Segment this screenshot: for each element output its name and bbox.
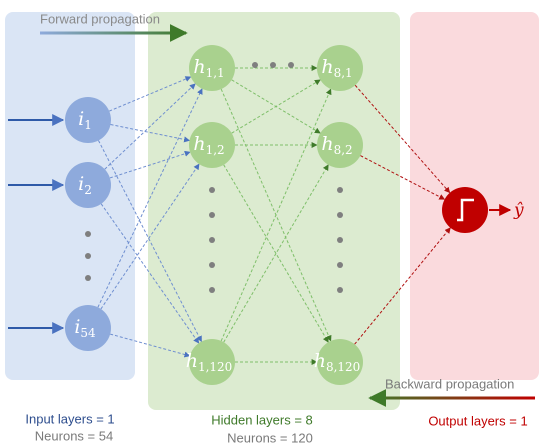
ellipsis-dot (85, 231, 91, 237)
node-base: h (314, 350, 326, 372)
node-sub: 1,2 (206, 143, 225, 157)
output-caption: Output layers = 1 (428, 413, 527, 428)
ellipsis-dot (337, 187, 343, 193)
node-sub: 1,120 (198, 360, 232, 374)
input-link (100, 203, 200, 344)
input-neurons: Neurons = 54 (35, 428, 113, 443)
ellipsis-dot (288, 62, 294, 68)
ellipsis-dot (270, 62, 276, 68)
node (189, 122, 235, 168)
ellipsis-dot (337, 212, 343, 218)
ellipsis-dot (209, 262, 215, 268)
node (317, 339, 363, 385)
node-base: h (193, 133, 205, 155)
input-link (109, 150, 191, 179)
ellipsis-dot (252, 62, 258, 68)
ellipsis-dot (337, 262, 343, 268)
node-sub: 8,120 (326, 360, 360, 374)
node-label: h8,120 (314, 350, 361, 374)
ellipsis-dot (337, 287, 343, 293)
backward-label: Backward propagation (385, 376, 514, 391)
node-sub: 54 (80, 326, 96, 340)
output-link (354, 227, 451, 345)
ellipsis-dot (209, 212, 215, 218)
ellipsis-dot (209, 187, 215, 193)
ellipsis-dot (85, 275, 91, 281)
node-base: h (321, 133, 333, 155)
hidden-caption: Hidden layers = 8 (211, 412, 313, 427)
hidden-link (231, 79, 321, 134)
input-link (98, 140, 202, 343)
forward-label: Forward propagation (40, 11, 160, 26)
node-label: i54 (74, 316, 96, 340)
node-sub: 2 (84, 183, 92, 197)
ellipsis-dot (337, 237, 343, 243)
node (65, 162, 111, 208)
node-base: h (186, 350, 198, 372)
input-link (97, 88, 203, 308)
node (189, 339, 235, 385)
node-label: i2 (78, 173, 92, 197)
node-sub: 1 (84, 118, 92, 132)
node-base: i (74, 316, 80, 338)
ellipsis-dot (85, 253, 91, 259)
input-caption: Input layers = 1 (25, 411, 114, 426)
node-label: i1 (78, 108, 92, 132)
node-label: h1,1 (193, 56, 224, 80)
node (189, 45, 235, 91)
ellipsis-dot (209, 237, 215, 243)
input-link (110, 124, 191, 143)
hidden-link (223, 164, 329, 343)
input-link (100, 163, 200, 310)
output-link (354, 84, 451, 194)
node-base: h (321, 56, 333, 78)
input-link (104, 83, 196, 170)
node-base: h (193, 56, 205, 78)
node (65, 97, 111, 143)
node-base: i (78, 108, 84, 130)
output-link (360, 155, 446, 200)
output-label: ŷ (513, 201, 524, 221)
output-node (442, 187, 488, 233)
node (65, 305, 111, 351)
node-sub: 1,1 (206, 66, 225, 80)
node (317, 122, 363, 168)
hidden-link (220, 88, 332, 342)
node-sub: 8,2 (334, 143, 353, 157)
node (317, 45, 363, 91)
node-label: h8,1 (321, 56, 352, 80)
node-label: h1,2 (193, 133, 224, 157)
hidden-neurons: Neurons = 120 (227, 430, 313, 445)
input-link (110, 333, 191, 358)
activation-icon (457, 198, 474, 222)
node-label: h8,2 (321, 133, 352, 157)
node-label: h1,120 (186, 350, 233, 374)
node-sub: 8,1 (334, 66, 353, 80)
node-base: i (78, 173, 84, 195)
ellipsis-dot (209, 287, 215, 293)
